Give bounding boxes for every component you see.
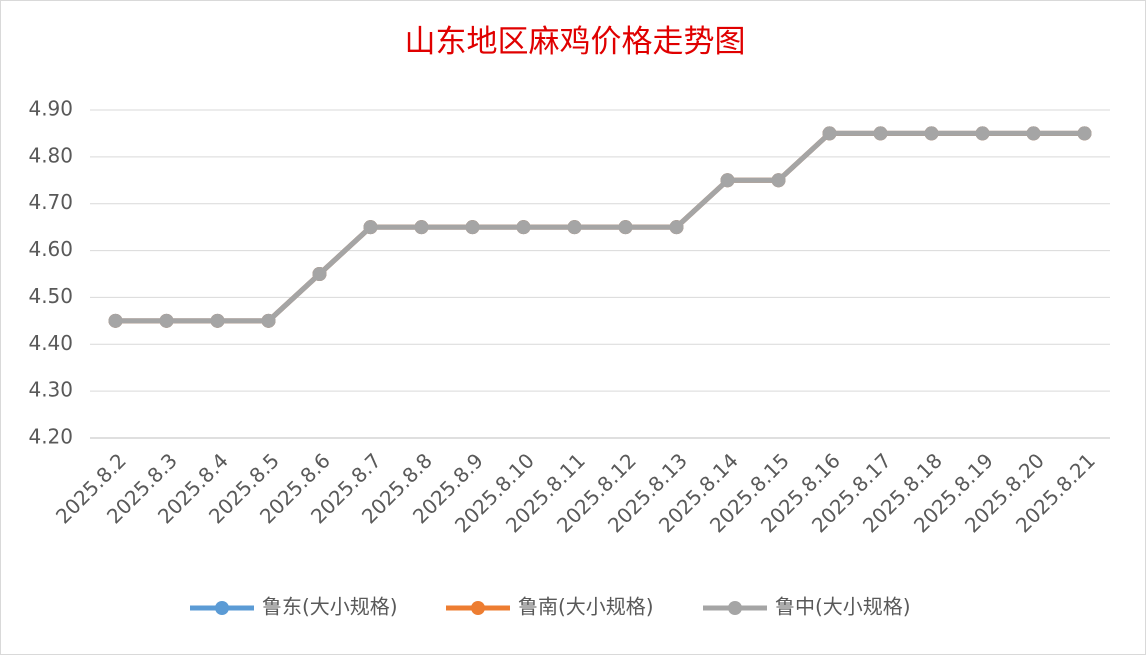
- legend-label: 鲁东(大小规格): [262, 595, 398, 619]
- point: [159, 313, 174, 328]
- point: [822, 126, 837, 141]
- point: [1077, 126, 1092, 141]
- point: [618, 220, 633, 235]
- point: [924, 126, 939, 141]
- y-tick-label: 4.40: [28, 331, 73, 355]
- chart-title: 山东地区麻鸡价格走势图: [405, 24, 746, 59]
- point: [108, 313, 123, 328]
- point: [363, 220, 378, 235]
- y-tick-label: 4.50: [28, 284, 73, 308]
- point: [1026, 126, 1041, 141]
- legend-marker: [728, 601, 742, 615]
- y-tick-label: 4.30: [28, 378, 73, 402]
- legend-marker: [215, 601, 229, 615]
- point: [210, 313, 225, 328]
- y-tick-label: 4.20: [28, 425, 73, 449]
- point: [873, 126, 888, 141]
- point: [516, 220, 531, 235]
- y-tick-label: 4.80: [28, 143, 73, 167]
- point: [312, 267, 327, 281]
- y-tick-label: 4.60: [28, 237, 73, 261]
- legend-label: 鲁中(大小规格): [775, 595, 911, 619]
- series-line: [115, 130, 1085, 324]
- y-tick-label: 4.70: [28, 190, 73, 214]
- point: [720, 173, 735, 188]
- point: [975, 126, 990, 141]
- legend-marker: [471, 601, 485, 615]
- point: [567, 220, 582, 235]
- point: [261, 313, 276, 328]
- point: [414, 220, 429, 235]
- point: [669, 220, 684, 235]
- point: [465, 220, 480, 235]
- y-tick-label: 4.90: [28, 97, 73, 121]
- legend-label: 鲁南(大小规格): [518, 595, 654, 619]
- point: [771, 173, 786, 188]
